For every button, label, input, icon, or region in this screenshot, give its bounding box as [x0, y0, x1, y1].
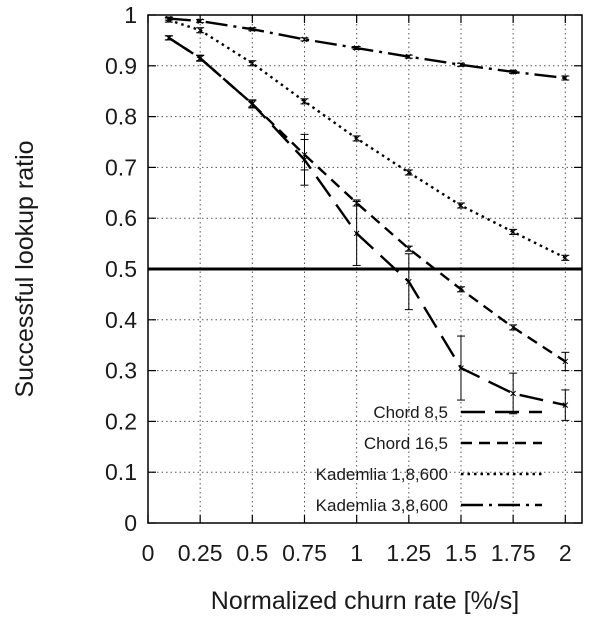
x-tick-label: 0.5 — [236, 540, 268, 566]
y-tick-label: 0.6 — [105, 205, 137, 231]
data-point — [405, 278, 412, 285]
data-point — [197, 55, 204, 62]
data-point — [353, 45, 360, 51]
data-point — [301, 98, 308, 105]
data-point — [405, 245, 412, 252]
series-line-2 — [168, 18, 566, 259]
data-point — [353, 135, 360, 142]
y-tick-label: 0.8 — [105, 104, 137, 130]
data-point — [510, 229, 516, 235]
x-tick-label: 0.75 — [282, 540, 327, 566]
data-point — [562, 75, 569, 81]
data-point — [510, 390, 516, 397]
legend-label-2: Kademlia 1,8,600 — [316, 465, 448, 484]
y-tick-label: 0.1 — [105, 459, 137, 485]
legend-label-0: Chord 8,5 — [373, 403, 448, 422]
y-tick-label: 0.4 — [105, 307, 137, 333]
data-point — [166, 15, 172, 22]
data-point — [301, 36, 308, 43]
data-point — [405, 53, 412, 60]
legend-label-3: Kademlia 3,8,600 — [316, 496, 448, 515]
data-point — [510, 324, 516, 331]
series-line-1 — [168, 36, 566, 363]
y-tick-label: 0.5 — [105, 256, 137, 282]
data-point — [458, 202, 464, 209]
data-point — [353, 230, 360, 237]
y-tick-label: 0.7 — [105, 154, 137, 180]
y-tick-label: 0.2 — [105, 408, 137, 434]
data-point — [510, 69, 516, 75]
data-point — [166, 35, 172, 41]
series-line-0 — [168, 36, 566, 407]
data-point — [405, 169, 412, 176]
data-point — [249, 101, 256, 107]
legend-label-1: Chord 16,5 — [364, 434, 448, 453]
x-tick-label: 1.5 — [445, 540, 477, 566]
data-point — [458, 61, 464, 68]
data-point — [353, 200, 360, 206]
x-tick-label: 1.25 — [386, 540, 431, 566]
series-layer — [164, 15, 570, 421]
data-point — [458, 365, 464, 371]
y-tick-label: 0.9 — [105, 53, 137, 79]
y-axis-label: Successful lookup ratio — [11, 140, 39, 397]
x-axis-label: Normalized churn rate [%/s] — [211, 587, 519, 615]
legend: Chord 8,5 Chord 16,5 Kademlia 1,8,600 Kadem… — [316, 403, 542, 515]
data-point — [458, 286, 464, 293]
x-tick-label: 0.25 — [178, 540, 223, 566]
x-tick-label: 0 — [142, 540, 155, 566]
data-point — [197, 27, 204, 34]
x-tick-label: 1 — [350, 540, 363, 566]
data-point — [249, 26, 256, 33]
data-point — [562, 254, 569, 261]
data-point — [562, 402, 569, 408]
y-tick-label: 0.3 — [105, 358, 137, 384]
data-point — [249, 60, 256, 67]
data-point — [562, 358, 569, 365]
tick-layer: 0 0.1 0.2 0.3 0.4 0.5 0.6 0.7 0.8 0.9 1 0 0.25 0.5 0.7… — [105, 2, 582, 566]
data-point — [301, 151, 308, 158]
y-tick-label: 0 — [124, 510, 137, 536]
x-tick-label: 2 — [559, 540, 572, 566]
x-tick-label: 1.75 — [491, 540, 536, 566]
y-tick-label: 1 — [124, 2, 137, 28]
